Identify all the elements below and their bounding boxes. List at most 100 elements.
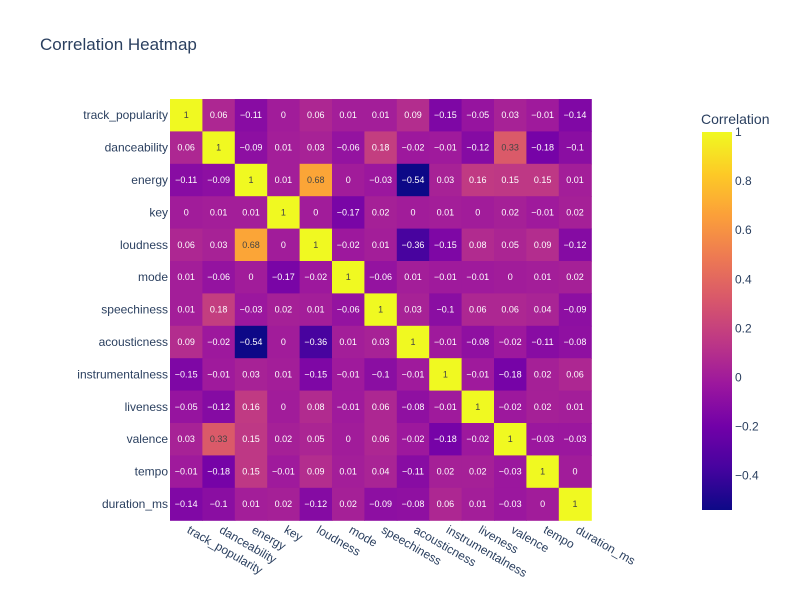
y-tick-label: acousticness [99, 335, 168, 349]
heatmap-cell [234, 261, 268, 294]
heatmap-cell [234, 196, 268, 230]
heatmap-cell [170, 487, 203, 521]
cell-value-label: 0.06 [372, 402, 390, 412]
cell-value-label: 0.02 [339, 499, 357, 509]
cell-value-label: −0.15 [175, 369, 198, 379]
heatmap-cell [364, 163, 398, 197]
heatmap-cell [170, 163, 203, 197]
y-tick-label: energy [131, 173, 168, 187]
cell-value-label: −0.12 [466, 143, 489, 153]
cell-value-label: 0.04 [372, 467, 390, 477]
cell-value-label: 0.06 [210, 110, 228, 120]
cell-value-label: 0.01 [534, 272, 552, 282]
heatmap-cell [299, 455, 333, 489]
cell-value-label: −0.15 [434, 110, 457, 120]
cell-value-label: 0.15 [242, 467, 260, 477]
cell-value-label: −0.02 [499, 402, 522, 412]
heatmap-cell-labels: 1 0.06 −0.11 0 0.06 0.01 0.01 0.09 −0.15 −0.05 0.0… [175, 110, 587, 509]
cell-value-label: −0.01 [434, 402, 457, 412]
cell-value-label: 0 [281, 110, 286, 120]
cell-value-label: −0.02 [207, 337, 230, 347]
cell-value-label: −0.01 [531, 110, 554, 120]
cell-value-label: −0.01 [272, 467, 295, 477]
cell-value-label: −0.14 [564, 110, 587, 120]
heatmap-cell [234, 358, 268, 392]
heatmap-cell [202, 196, 236, 230]
heatmap-cell [461, 455, 495, 489]
cell-value-label: 0.08 [307, 402, 325, 412]
cell-value-label: 1 [216, 143, 221, 153]
heatmap-cell [170, 131, 203, 165]
heatmap-cell [234, 228, 268, 262]
cell-value-label: 1 [313, 240, 318, 250]
cell-value-label: −0.12 [564, 240, 587, 250]
cell-value-label: −0.36 [304, 337, 327, 347]
heatmap-cell [170, 358, 203, 392]
cell-value-label: 0.09 [307, 467, 325, 477]
heatmap-cell [170, 293, 203, 327]
heatmap-cell [558, 390, 592, 424]
heatmap-cell [202, 131, 236, 165]
heatmap-cell [234, 131, 268, 165]
cell-value-label: −0.11 [175, 175, 197, 185]
heatmap-cell [396, 423, 430, 456]
cell-value-label: 0 [248, 272, 253, 282]
heatmap-cell [332, 423, 365, 456]
heatmap-cell [170, 325, 203, 359]
cell-value-label: −0.06 [207, 272, 230, 282]
cell-value-label: −0.11 [402, 467, 424, 477]
heatmap-cell [202, 390, 236, 424]
cell-value-label: 0 [346, 434, 351, 444]
cell-value-label: 0 [572, 467, 577, 477]
heatmap-cell [332, 358, 365, 392]
cell-value-label: 0.02 [275, 305, 293, 315]
heatmap-cell [202, 99, 236, 132]
cell-value-label: 0.03 [372, 337, 390, 347]
cell-value-label: −0.06 [369, 272, 392, 282]
heatmap-cell [234, 163, 268, 197]
cell-value-label: −0.06 [337, 305, 360, 315]
y-tick-label: danceability [105, 141, 168, 155]
cell-value-label: −0.02 [402, 434, 425, 444]
cell-value-label: 0.02 [534, 402, 552, 412]
y-tick-label: instrumentalness [77, 367, 168, 381]
cell-value-label: −0.03 [240, 305, 263, 315]
heatmap-cell [267, 325, 301, 359]
cell-value-label: 1 [248, 175, 253, 185]
cell-value-label: 0.06 [437, 499, 455, 509]
cell-value-label: −0.18 [434, 434, 457, 444]
heatmap-cell [202, 325, 236, 359]
cell-value-label: 0.01 [372, 110, 390, 120]
heatmap-cell [396, 325, 430, 359]
heatmap-cell [461, 358, 495, 392]
cell-value-label: 0.05 [307, 434, 325, 444]
cell-value-label: −0.03 [531, 434, 554, 444]
heatmap-cell [396, 196, 430, 230]
cell-value-label: 0.06 [177, 240, 195, 250]
heatmap-cell [526, 423, 560, 456]
heatmap-cell [170, 455, 203, 489]
heatmap-cell [299, 325, 333, 359]
heatmap-cell [170, 423, 203, 456]
heatmap-cell [234, 423, 268, 456]
cell-value-label: 0.68 [242, 240, 260, 250]
cell-value-label: −0.54 [240, 337, 263, 347]
cell-value-label: 0 [281, 337, 286, 347]
heatmap-cell [396, 228, 430, 262]
cell-value-label: −0.01 [434, 143, 457, 153]
heatmap-cell [558, 163, 592, 197]
heatmap-cell [429, 261, 463, 294]
cell-value-label: 1 [540, 467, 545, 477]
cell-value-label: −0.17 [272, 272, 295, 282]
heatmap-cell [299, 228, 333, 262]
y-tick-label: loudness [120, 238, 168, 252]
heatmap-cell [364, 293, 398, 327]
cell-value-label: 0.03 [177, 434, 195, 444]
cell-value-label: 0.05 [501, 240, 519, 250]
cell-value-label: −0.02 [402, 143, 425, 153]
cell-value-label: 0 [475, 207, 480, 217]
cell-value-label: −0.01 [402, 369, 425, 379]
heatmap-cell [494, 261, 527, 294]
heatmap-cell [299, 487, 333, 521]
